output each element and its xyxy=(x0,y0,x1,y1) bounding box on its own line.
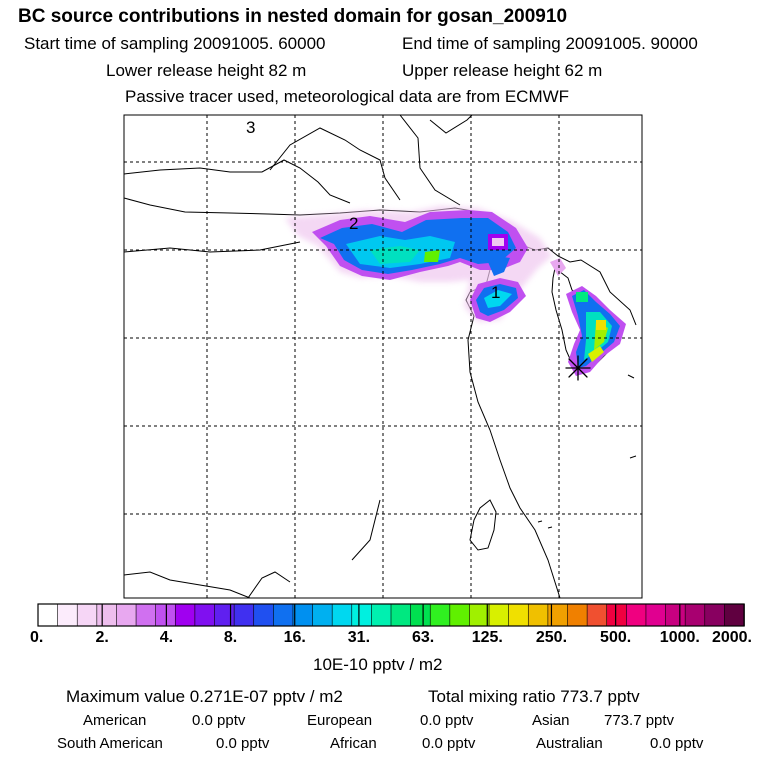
african-label: African xyxy=(330,735,377,752)
colorbar-tick-label: 63. xyxy=(411,629,435,646)
star-marker-icon xyxy=(565,355,591,381)
australian-value: 0.0 pptv xyxy=(650,735,704,752)
american-label: American xyxy=(83,712,147,729)
colorbar-tick-label: 16. xyxy=(283,629,306,646)
lat-lon-grid xyxy=(124,115,642,598)
asian-label: Asian xyxy=(532,712,570,729)
colorbar-tick-label: 125. xyxy=(471,629,503,646)
australian-label: Australian xyxy=(536,735,603,752)
asian-value: 773.7 pptv xyxy=(604,712,675,729)
african-value: 0.0 pptv xyxy=(422,735,476,752)
colorbar-tick-label: 250. xyxy=(535,629,568,646)
total-mixing-ratio-label: Total mixing ratio 773.7 pptv xyxy=(428,687,640,706)
american-value: 0.0 pptv xyxy=(192,712,246,729)
source-contribution-map: 3 2 1 xyxy=(123,114,643,599)
coastline-lines xyxy=(124,115,637,598)
colorbar-tick-label: 0. xyxy=(30,629,44,646)
colorbar-tick-label: 1000. xyxy=(659,629,700,646)
end-time-label: End time of sampling 20091005. 90000 xyxy=(402,34,698,53)
maximum-value-label: Maximum value 0.271E-07 pptv / m2 xyxy=(66,687,343,706)
start-time-label: Start time of sampling 20091005. 60000 xyxy=(24,34,326,53)
south-american-label: South American xyxy=(57,735,163,752)
colorbar-tick-label: 4. xyxy=(159,629,174,646)
plot-title: BC source contributions in nested domain… xyxy=(18,6,568,27)
lower-release-height-label: Lower release height 82 m xyxy=(106,61,307,80)
map-label-3: 3 xyxy=(246,118,255,137)
colorbar-tick-label: 2. xyxy=(95,629,109,646)
colorbar-tick-label: 500. xyxy=(600,629,632,646)
colorbar-tick-label: 31. xyxy=(347,629,371,646)
upper-release-height-label: Upper release height 62 m xyxy=(402,61,603,80)
european-label: European xyxy=(307,712,373,729)
colorbar-unit-label: 10E-10 pptv / m2 xyxy=(313,655,443,674)
south-american-value: 0.0 pptv xyxy=(216,735,270,752)
map-label-2: 2 xyxy=(349,214,358,233)
european-value: 0.0 pptv xyxy=(420,712,474,729)
concentration-plume xyxy=(285,206,626,376)
tracer-note: Passive tracer used, meteorological data… xyxy=(125,87,570,106)
colorbar-tick-label: 2000. xyxy=(711,629,753,646)
map-frame xyxy=(123,114,643,599)
map-label-1: 1 xyxy=(491,283,500,302)
colorbar-tick-label: 8. xyxy=(223,629,238,646)
